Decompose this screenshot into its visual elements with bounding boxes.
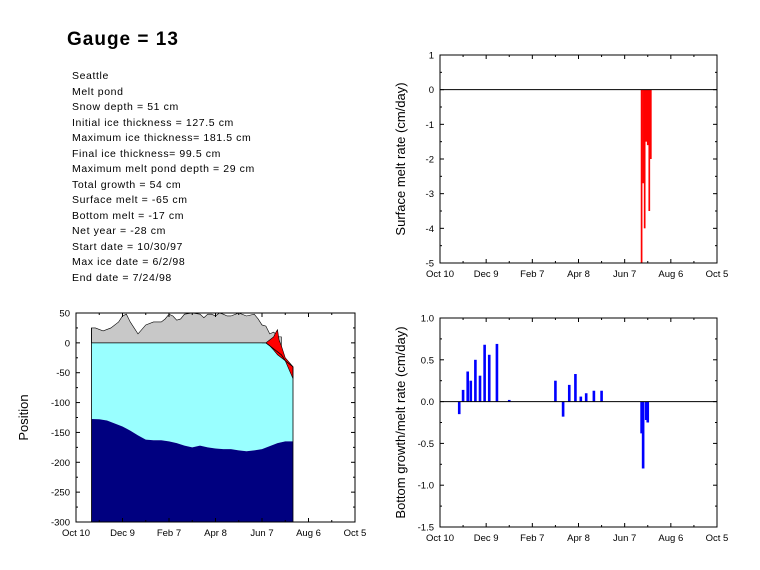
info-panel: Seattle Melt pond Snow depth = 51 cm Initia… [72,69,255,286]
info-line: Maximum melt pond depth = 29 cm [72,163,255,175]
x-tick-label: Feb 7 [520,269,544,280]
snow-layer [91,312,282,350]
x-tick-label: Oct 5 [706,269,729,280]
y-tick-label: -0.5 [418,439,434,450]
y-tick-label: -1 [426,120,434,131]
y-tick-label: -4 [426,224,434,235]
water-layer [91,418,293,522]
y-tick-label: -300 [51,518,70,529]
bottom-growth-bar [554,380,557,402]
bottom-growth-bar [507,399,511,402]
x-tick-label: Feb 7 [157,528,181,539]
surface-melt-bar [643,89,646,229]
plot-frame [439,317,718,528]
x-tick-label: Dec 9 [474,269,499,280]
y-tick-label: 0 [429,85,434,96]
info-line: End date = 7/24/98 [72,271,172,284]
y-tick-label: -3 [426,189,434,200]
bottom-growth-bar [640,401,643,434]
info-line: Total growth = 54 cm [72,178,182,191]
x-tick-label: Apr 8 [204,528,227,539]
y-tick-label: 0.5 [421,355,434,366]
y-tick-label: -1.0 [418,481,434,492]
bottom-growth-bar [646,401,650,423]
surface-melt-bar [642,89,644,184]
info-line: Start date = 10/30/97 [72,240,183,253]
x-tick-label: Dec 9 [110,528,135,539]
x-tick-label: Dec 9 [474,533,499,544]
bottom-growth-bar [579,396,583,402]
bottom-growth-bar [567,384,571,402]
x-tick-label: Oct 5 [344,528,367,539]
x-tick-label: Apr 8 [567,533,590,544]
bottom-growth-bar [487,354,491,402]
bottom-growth-bar [466,371,470,402]
bottom-growth-bar [644,401,648,420]
y-tick-label: 0 [65,338,70,349]
bottom-growth-bar [483,344,486,402]
y-tick-label: 0.0 [421,397,434,408]
x-tick-label: Apr 8 [567,269,590,280]
y-tick-label: -50 [56,368,70,379]
x-tick-label: Jun 7 [250,528,273,539]
y-tick-label: -150 [51,428,70,439]
y-tick-label: -250 [51,488,70,499]
x-tick-label: Oct 10 [426,533,454,544]
y-axis-label: Bottom growth/melt rate (cm/day) [393,326,408,518]
x-tick-label: Jun 7 [613,269,636,280]
x-tick-label: Jun 7 [613,533,636,544]
bottom-growth-bar [478,375,482,402]
bottom-growth-bar [592,390,596,402]
bottom-growth-bar [574,374,577,402]
ice-layer [91,342,293,452]
surface-melt-bar [648,89,651,211]
y-tick-label: -2 [426,155,434,166]
y-axis-label: Position [16,394,31,440]
info-line: Snow depth = 51 cm [72,101,179,113]
bottom-growth-bar [469,380,473,402]
y-tick-label: 50 [59,309,70,320]
bottom-growth-bar [600,390,603,402]
info-line: Final ice thickness= 99.5 cm [72,147,221,160]
bottom-growth-bar [495,343,499,402]
bottom-growth-bar [561,401,565,417]
bottom-growth-bar [641,401,645,469]
x-tick-label: Oct 10 [426,269,454,280]
y-tick-label: -5 [426,259,434,270]
y-tick-label: -100 [51,398,70,409]
surface-melt-bar [645,89,648,142]
info-line: Melt pond [72,85,124,98]
y-tick-label: 1.0 [421,314,434,325]
x-tick-label: Oct 5 [706,533,729,544]
info-line: Max ice date = 6/2/98 [72,256,186,268]
x-tick-label: Aug 6 [296,528,321,539]
y-tick-label: -200 [51,458,70,469]
bottom-growth-bar [474,359,477,402]
info-line: Maximum ice thickness= 181.5 cm [72,132,252,144]
surface-melt-bar [646,89,649,146]
surface-melt-bar [640,89,643,264]
bottom-growth-bar [457,401,461,415]
bottom-growth-bar [461,389,465,402]
x-tick-label: Oct 10 [62,528,90,539]
surface-melt-bar [649,89,652,159]
chart-title: Gauge = 13 [67,29,179,50]
y-axis-label: Surface melt rate (cm/day) [393,82,408,235]
info-line: Surface melt = -65 cm [72,194,188,206]
x-tick-label: Aug 6 [658,269,683,280]
info-line: Bottom melt = -17 cm [72,209,185,222]
x-tick-label: Aug 6 [658,533,683,544]
info-line: Initial ice thickness = 127.5 cm [72,116,234,129]
ice-top-line [91,342,294,368]
x-tick-label: Feb 7 [520,533,544,544]
y-tick-label: -1.5 [418,523,434,534]
bottom-growth-bar [584,393,588,402]
info-line: Net year = -28 cm [72,225,166,237]
y-tick-label: 1 [429,51,434,62]
info-line: Seattle [72,70,109,82]
